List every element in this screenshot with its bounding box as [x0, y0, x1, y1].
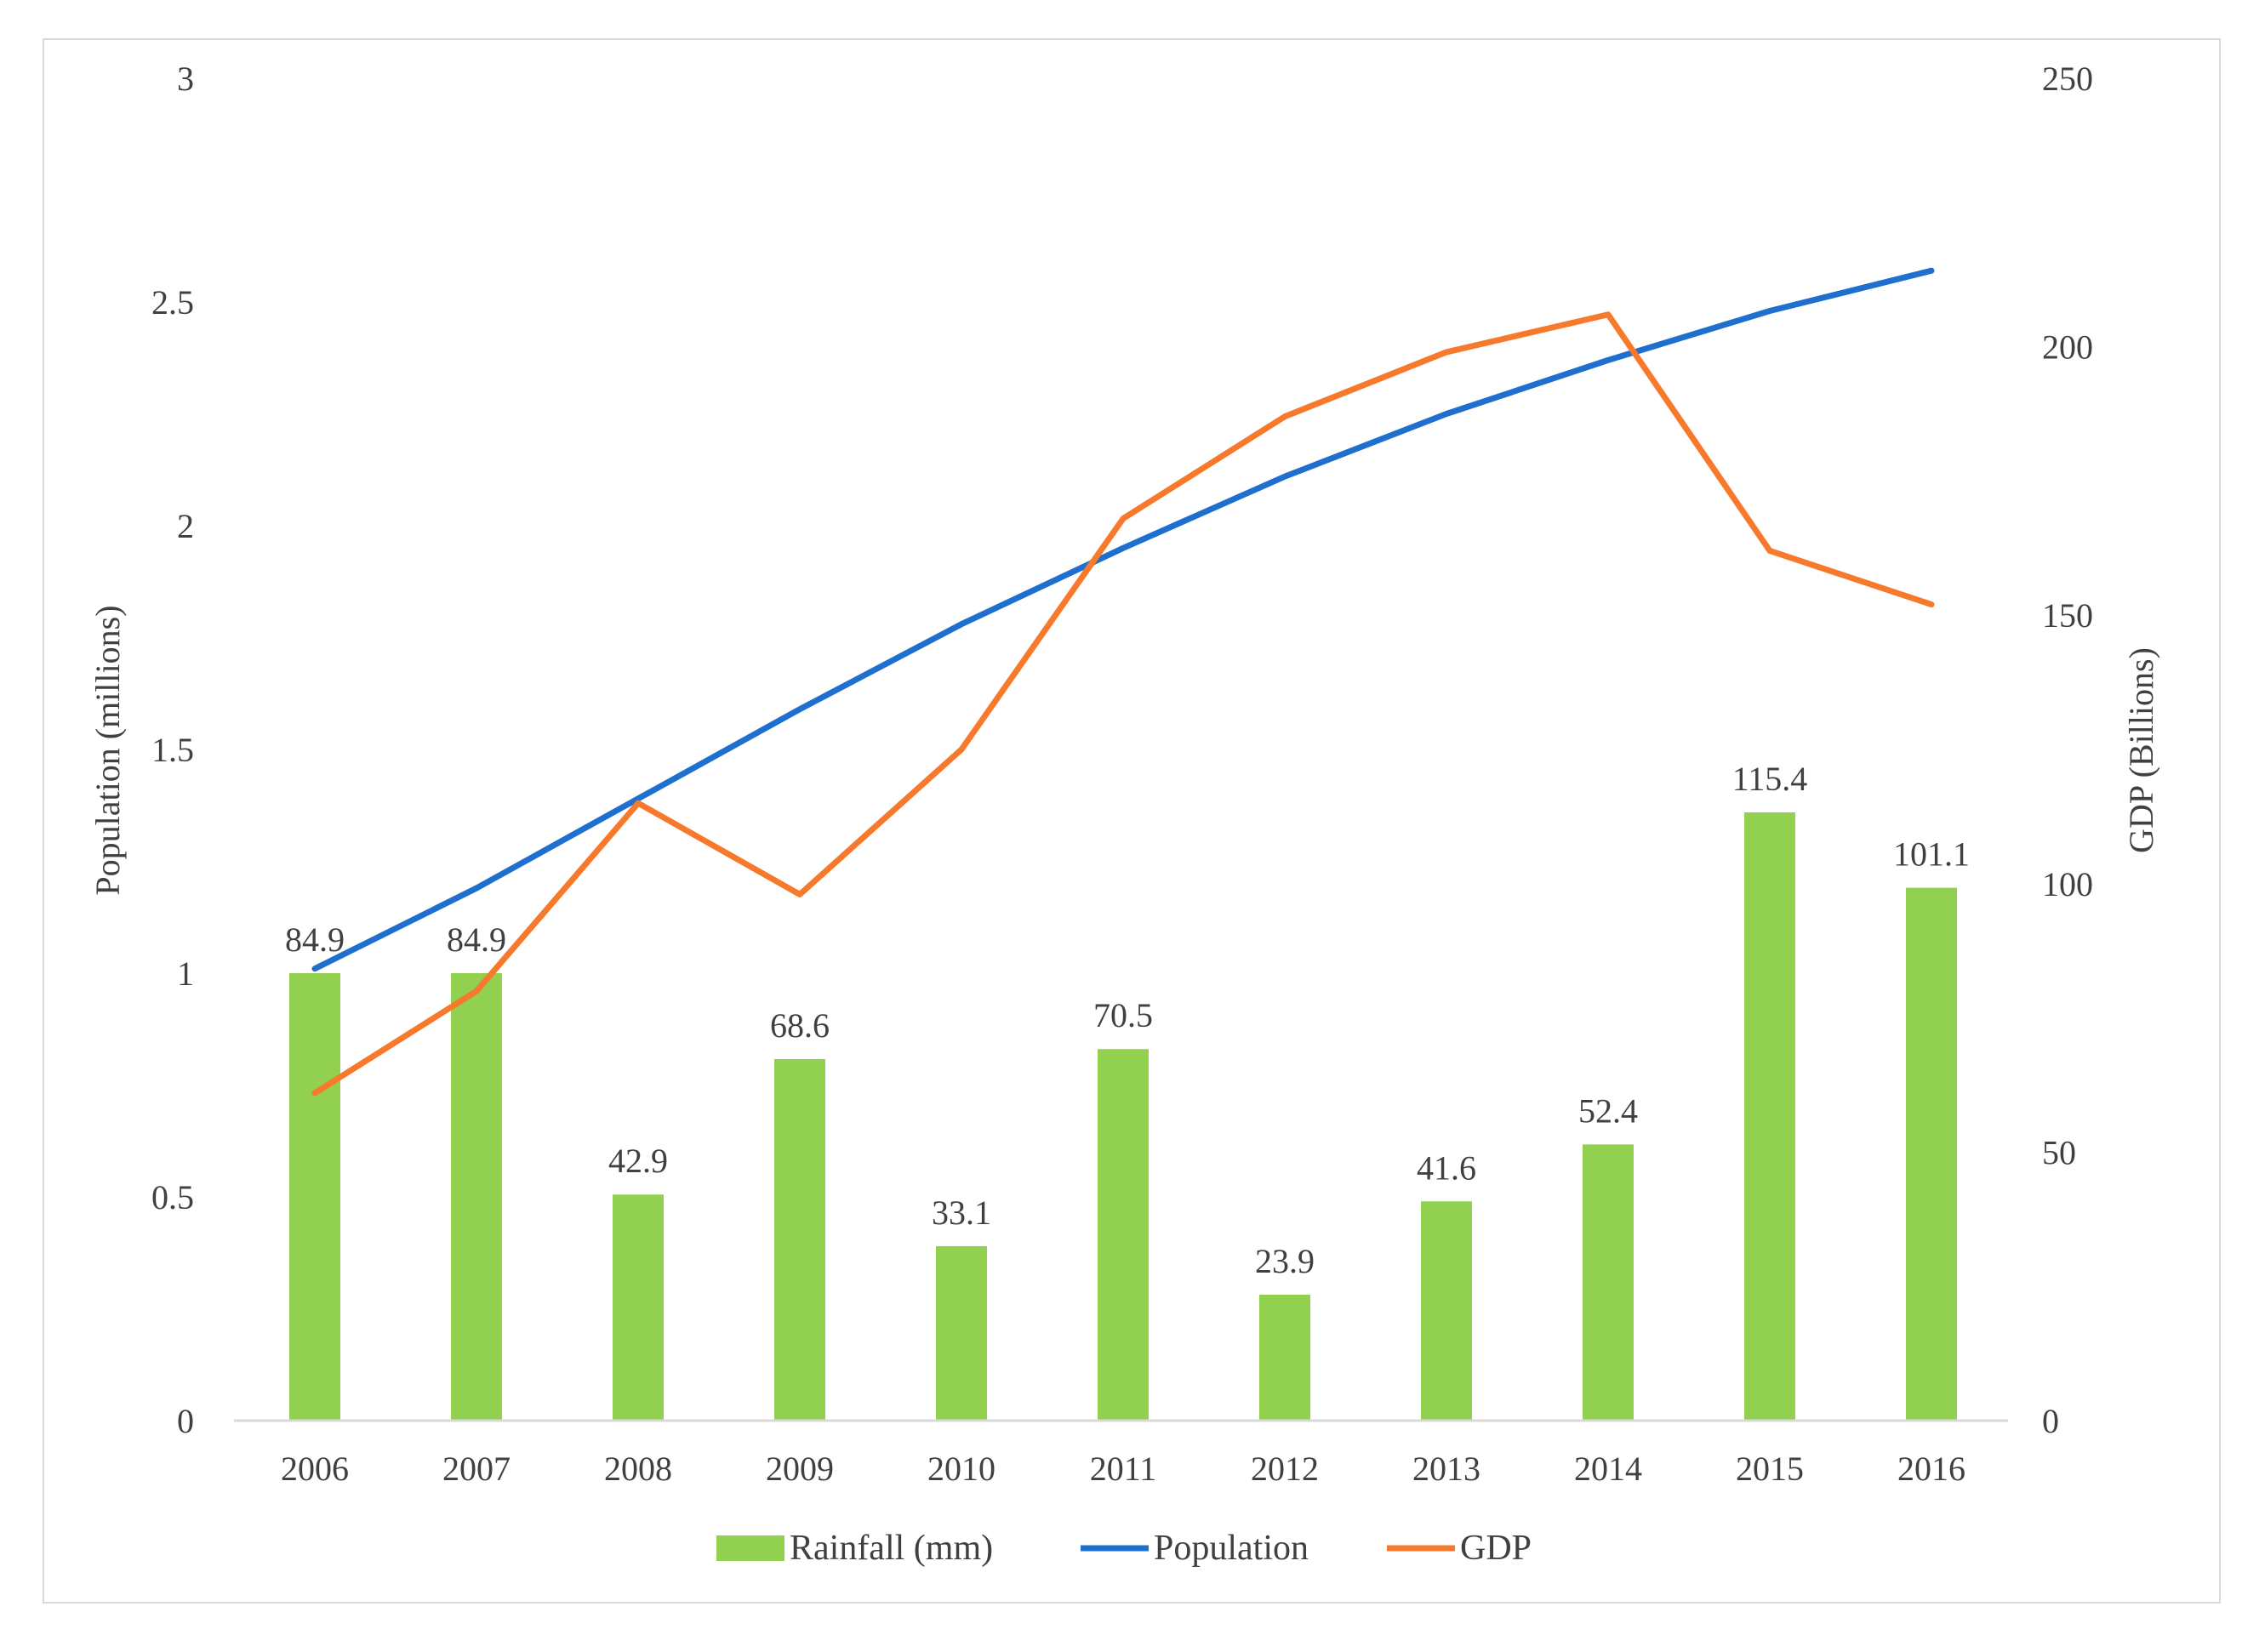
y-left-tick-label: 2.5 — [151, 283, 194, 322]
y-right-tick-label: 50 — [2042, 1133, 2076, 1171]
x-tick-label: 2013 — [1412, 1450, 1480, 1488]
y-left-tick-label: 0.5 — [151, 1178, 194, 1216]
rainfall-data-label: 52.4 — [1578, 1091, 1638, 1130]
legend-label-rainfall: Rainfall (mm) — [790, 1529, 993, 1568]
y-left-tick-label: 1 — [177, 954, 194, 993]
x-tick-label: 2006 — [281, 1450, 349, 1488]
rainfall-data-label: 68.6 — [770, 1006, 830, 1045]
y-left-tick-label: 2 — [177, 507, 194, 545]
y-right-axis-title: GDP (Billions) — [2122, 647, 2160, 853]
legend-swatch-rainfall — [716, 1535, 784, 1561]
rainfall-data-label: 23.9 — [1255, 1242, 1315, 1280]
rainfall-bar — [451, 973, 502, 1421]
x-tick-label: 2008 — [604, 1450, 672, 1488]
rainfall-bar — [1744, 812, 1795, 1421]
rainfall-bar — [289, 973, 340, 1421]
rainfall-bars — [289, 812, 1957, 1421]
rainfall-bar — [1098, 1049, 1149, 1421]
rainfall-data-label: 41.6 — [1417, 1148, 1476, 1187]
population-line — [311, 267, 1935, 972]
rainfall-data-label: 42.9 — [608, 1142, 668, 1180]
rainfall-data-label: 84.9 — [285, 920, 345, 959]
rainfall-bar — [936, 1245, 987, 1421]
rainfall-bar — [1906, 887, 1957, 1421]
y-left-tick-label: 3 — [177, 60, 194, 98]
y-left-tick-label: 1.5 — [151, 731, 194, 769]
y-right-tick-label: 250 — [2042, 60, 2093, 98]
x-tick-label: 2016 — [1897, 1450, 1965, 1488]
x-tick-label: 2011 — [1090, 1450, 1157, 1488]
rainfall-data-label: 101.1 — [1893, 835, 1970, 874]
legend-label-population: Population — [1154, 1529, 1309, 1568]
rainfall-bar — [613, 1194, 664, 1421]
rainfall-data-labels: 84.9 84.9 42.9 68.6 33.1 70.5 23.9 41.6 52.4 115.… — [285, 760, 1970, 1280]
x-tick-label: 2015 — [1736, 1450, 1804, 1488]
rainfall-data-label: 115.4 — [1732, 760, 1808, 798]
gdp-line — [311, 311, 1935, 1097]
y-right-tick-label: 200 — [2042, 328, 2093, 367]
x-tick-label: 2009 — [766, 1450, 834, 1488]
y-right-tick-label: 150 — [2042, 596, 2093, 635]
y-left-axis-title: Population (millions) — [88, 605, 127, 895]
y-left-tick-labels: 0 0.5 1 1.5 2 2.5 3 — [151, 60, 194, 1440]
y-right-tick-labels: 0 50 100 150 200 250 — [2042, 60, 2093, 1440]
rainfall-bar — [1259, 1294, 1310, 1421]
x-tick-label: 2007 — [442, 1450, 511, 1488]
legend-label-gdp: GDP — [1460, 1529, 1532, 1568]
rainfall-data-label: 84.9 — [447, 920, 506, 959]
x-tick-label: 2014 — [1574, 1450, 1642, 1488]
x-tick-label: 2010 — [927, 1450, 995, 1488]
rainfall-bar — [1421, 1201, 1472, 1421]
rainfall-data-label: 33.1 — [932, 1193, 991, 1232]
y-left-tick-label: 0 — [177, 1402, 194, 1440]
rainfall-data-label: 70.5 — [1093, 996, 1153, 1034]
legend: Rainfall (mm) Population GDP — [716, 1529, 1532, 1568]
rainfall-bar — [1583, 1144, 1634, 1421]
x-tick-labels: 2006 2007 2008 2009 2010 2011 2012 2013 2014 2015… — [281, 1450, 1965, 1488]
x-tick-label: 2012 — [1251, 1450, 1319, 1488]
rainfall-bar — [774, 1058, 825, 1421]
y-right-tick-label: 0 — [2042, 1402, 2059, 1440]
y-right-tick-label: 100 — [2042, 865, 2093, 903]
